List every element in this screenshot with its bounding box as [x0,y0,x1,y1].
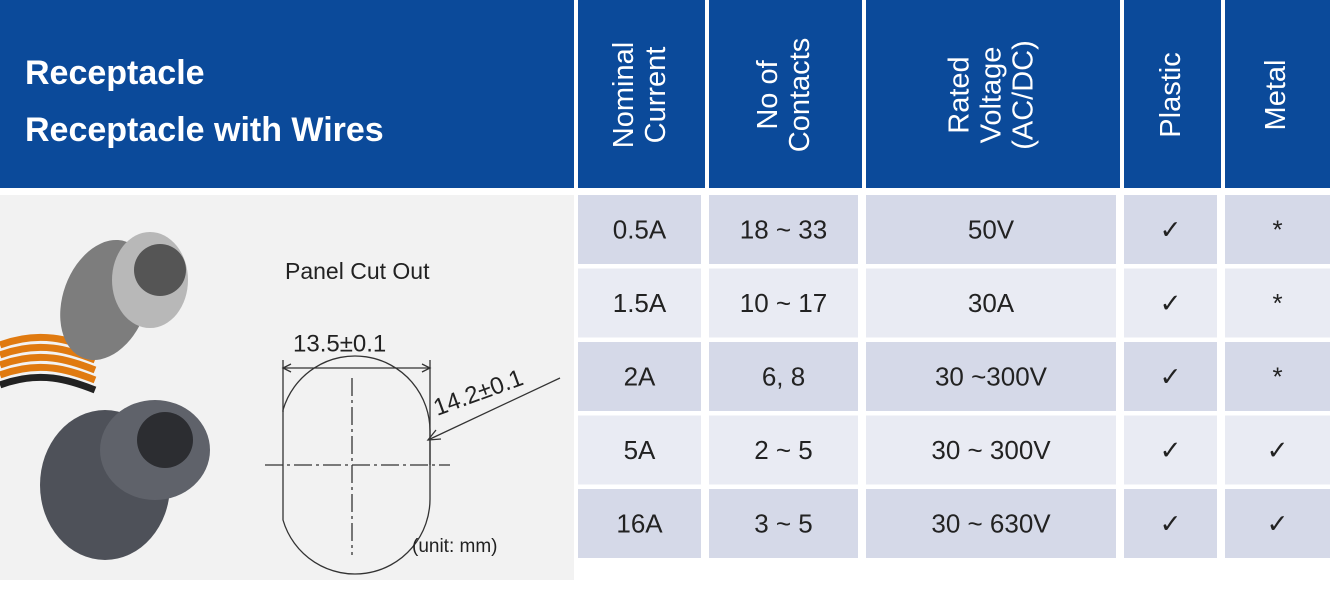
column-header: Metal [1260,60,1292,131]
cell-value: 10 ~ 17 [740,288,827,318]
cell-value: ✓ [1267,435,1289,465]
cell-value: * [1272,361,1282,391]
column-header: (AC/DC) [1008,40,1040,150]
column-header: Rated [944,56,976,133]
title-line: Receptacle [25,54,205,92]
title-line: Receptacle with Wires [25,111,384,149]
cell-value: 2 ~ 5 [754,435,813,465]
spec-sheet: Receptacle Receptacle with Wires Panel C… [0,0,1330,588]
cell-value: 30 ~ 630V [931,508,1051,538]
column-header: Plastic [1155,52,1187,137]
cell-value: ✓ [1160,508,1182,538]
cell-value: 6, 8 [762,361,805,391]
cell-value: ✓ [1267,508,1289,538]
cell-value: 30 ~300V [935,361,1048,391]
column-header: Current [640,47,672,144]
cell-value: ✓ [1160,214,1182,244]
cell-value: * [1272,214,1282,244]
column-header: Nominal [608,42,640,148]
column-divider [1120,0,1124,188]
column-divider [862,0,866,188]
diagram-label: Panel Cut Out [285,258,430,284]
cell-value: 16A [616,508,663,538]
cell-value: ✓ [1160,288,1182,318]
column-header: No of [752,59,784,129]
cell-value: 2A [624,361,656,391]
cell-value: 1.5A [613,288,667,318]
cell-value: 3 ~ 5 [754,508,813,538]
width-dimension: 13.5±0.1 [293,330,386,357]
cell-value: ✓ [1160,435,1182,465]
cell-value: 18 ~ 33 [740,214,827,244]
column-header: Contacts [784,38,816,152]
column-divider [705,0,709,188]
cell-value: 0.5A [613,214,667,244]
cell-value: * [1272,288,1282,318]
cell-value: 30A [968,288,1015,318]
page: {"header":{"title":["Receptacle","Recept… [0,0,1330,593]
cell-value: 5A [624,435,656,465]
column-divider [1221,0,1225,188]
column-header: Voltage [976,47,1008,144]
cell-value: 50V [968,214,1015,244]
cell-value: ✓ [1160,361,1182,391]
unit-note: (unit: mm) [412,536,498,557]
cell-value: 30 ~ 300V [931,435,1051,465]
header-divider [574,0,578,188]
